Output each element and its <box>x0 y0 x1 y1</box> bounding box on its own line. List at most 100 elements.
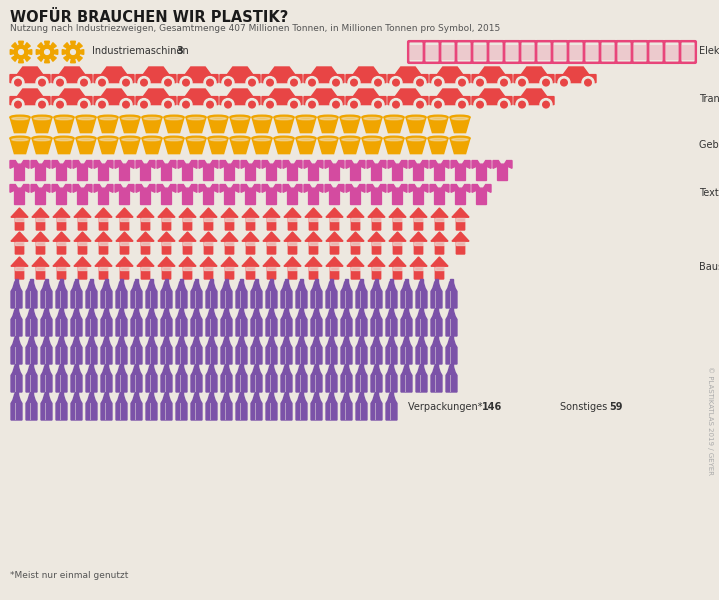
Polygon shape <box>186 138 206 154</box>
Polygon shape <box>386 282 397 308</box>
Polygon shape <box>136 89 176 104</box>
Polygon shape <box>30 391 33 394</box>
Polygon shape <box>300 391 303 394</box>
Ellipse shape <box>34 139 50 141</box>
Polygon shape <box>330 280 333 282</box>
Polygon shape <box>362 117 382 133</box>
Ellipse shape <box>254 139 270 141</box>
Polygon shape <box>10 50 14 55</box>
Text: WOFÜR BRAUCHEN WIR PLASTIK?: WOFÜR BRAUCHEN WIR PLASTIK? <box>10 10 288 25</box>
Polygon shape <box>330 242 339 245</box>
Ellipse shape <box>384 136 404 140</box>
Polygon shape <box>176 366 187 392</box>
Polygon shape <box>105 391 108 394</box>
Polygon shape <box>58 218 65 221</box>
Polygon shape <box>296 338 307 364</box>
Polygon shape <box>410 208 427 230</box>
Polygon shape <box>221 310 232 336</box>
Polygon shape <box>311 394 322 420</box>
Polygon shape <box>251 310 262 336</box>
Polygon shape <box>183 242 192 245</box>
Polygon shape <box>11 257 28 279</box>
Polygon shape <box>284 257 301 279</box>
Polygon shape <box>195 335 198 338</box>
Polygon shape <box>180 280 183 282</box>
Polygon shape <box>24 56 30 61</box>
Polygon shape <box>180 391 183 394</box>
FancyBboxPatch shape <box>522 44 533 59</box>
Polygon shape <box>176 310 187 336</box>
Polygon shape <box>346 161 365 181</box>
Ellipse shape <box>122 139 138 141</box>
Ellipse shape <box>210 118 226 120</box>
Circle shape <box>14 79 22 86</box>
Polygon shape <box>161 282 172 308</box>
Polygon shape <box>37 43 43 49</box>
Polygon shape <box>242 208 259 230</box>
Polygon shape <box>225 335 228 338</box>
Polygon shape <box>146 366 157 392</box>
Polygon shape <box>101 394 112 420</box>
Polygon shape <box>315 391 318 394</box>
FancyBboxPatch shape <box>603 44 614 59</box>
Polygon shape <box>356 338 367 364</box>
Polygon shape <box>53 232 70 254</box>
Polygon shape <box>270 280 273 282</box>
Circle shape <box>333 101 339 108</box>
Polygon shape <box>514 67 554 83</box>
Polygon shape <box>74 208 91 230</box>
Circle shape <box>375 101 381 108</box>
Polygon shape <box>435 280 438 282</box>
Circle shape <box>246 77 258 89</box>
Polygon shape <box>450 280 453 282</box>
Ellipse shape <box>78 139 94 141</box>
FancyBboxPatch shape <box>634 44 646 59</box>
Polygon shape <box>230 117 250 133</box>
Polygon shape <box>135 391 138 394</box>
Circle shape <box>459 79 465 86</box>
Circle shape <box>12 77 24 89</box>
Polygon shape <box>263 257 280 279</box>
Ellipse shape <box>230 115 250 119</box>
Circle shape <box>264 77 276 89</box>
Circle shape <box>516 77 528 89</box>
Circle shape <box>249 79 255 86</box>
Polygon shape <box>281 338 292 364</box>
Ellipse shape <box>232 139 248 141</box>
Circle shape <box>518 79 526 86</box>
Ellipse shape <box>342 118 358 120</box>
Polygon shape <box>60 307 63 310</box>
Polygon shape <box>420 364 423 366</box>
Polygon shape <box>360 307 363 310</box>
Polygon shape <box>11 282 22 308</box>
Polygon shape <box>120 307 123 310</box>
Circle shape <box>414 77 426 89</box>
Polygon shape <box>405 280 408 282</box>
Polygon shape <box>430 89 470 104</box>
Polygon shape <box>206 394 217 420</box>
Polygon shape <box>514 89 554 104</box>
Circle shape <box>348 77 360 89</box>
Circle shape <box>308 79 316 86</box>
Text: Industriemaschinen: Industriemaschinen <box>92 46 192 56</box>
Polygon shape <box>11 366 22 392</box>
Polygon shape <box>274 117 294 133</box>
Polygon shape <box>371 366 382 392</box>
Circle shape <box>264 98 276 110</box>
Polygon shape <box>64 43 69 49</box>
Circle shape <box>414 98 426 110</box>
Polygon shape <box>56 366 67 392</box>
Polygon shape <box>288 242 297 245</box>
Polygon shape <box>414 242 423 245</box>
Ellipse shape <box>166 139 182 141</box>
Polygon shape <box>26 310 37 336</box>
Polygon shape <box>120 138 140 154</box>
Polygon shape <box>371 338 382 364</box>
Polygon shape <box>326 208 343 230</box>
Circle shape <box>393 79 399 86</box>
Polygon shape <box>285 391 288 394</box>
Ellipse shape <box>274 115 294 119</box>
Circle shape <box>500 79 508 86</box>
Polygon shape <box>101 338 112 364</box>
Polygon shape <box>191 394 202 420</box>
